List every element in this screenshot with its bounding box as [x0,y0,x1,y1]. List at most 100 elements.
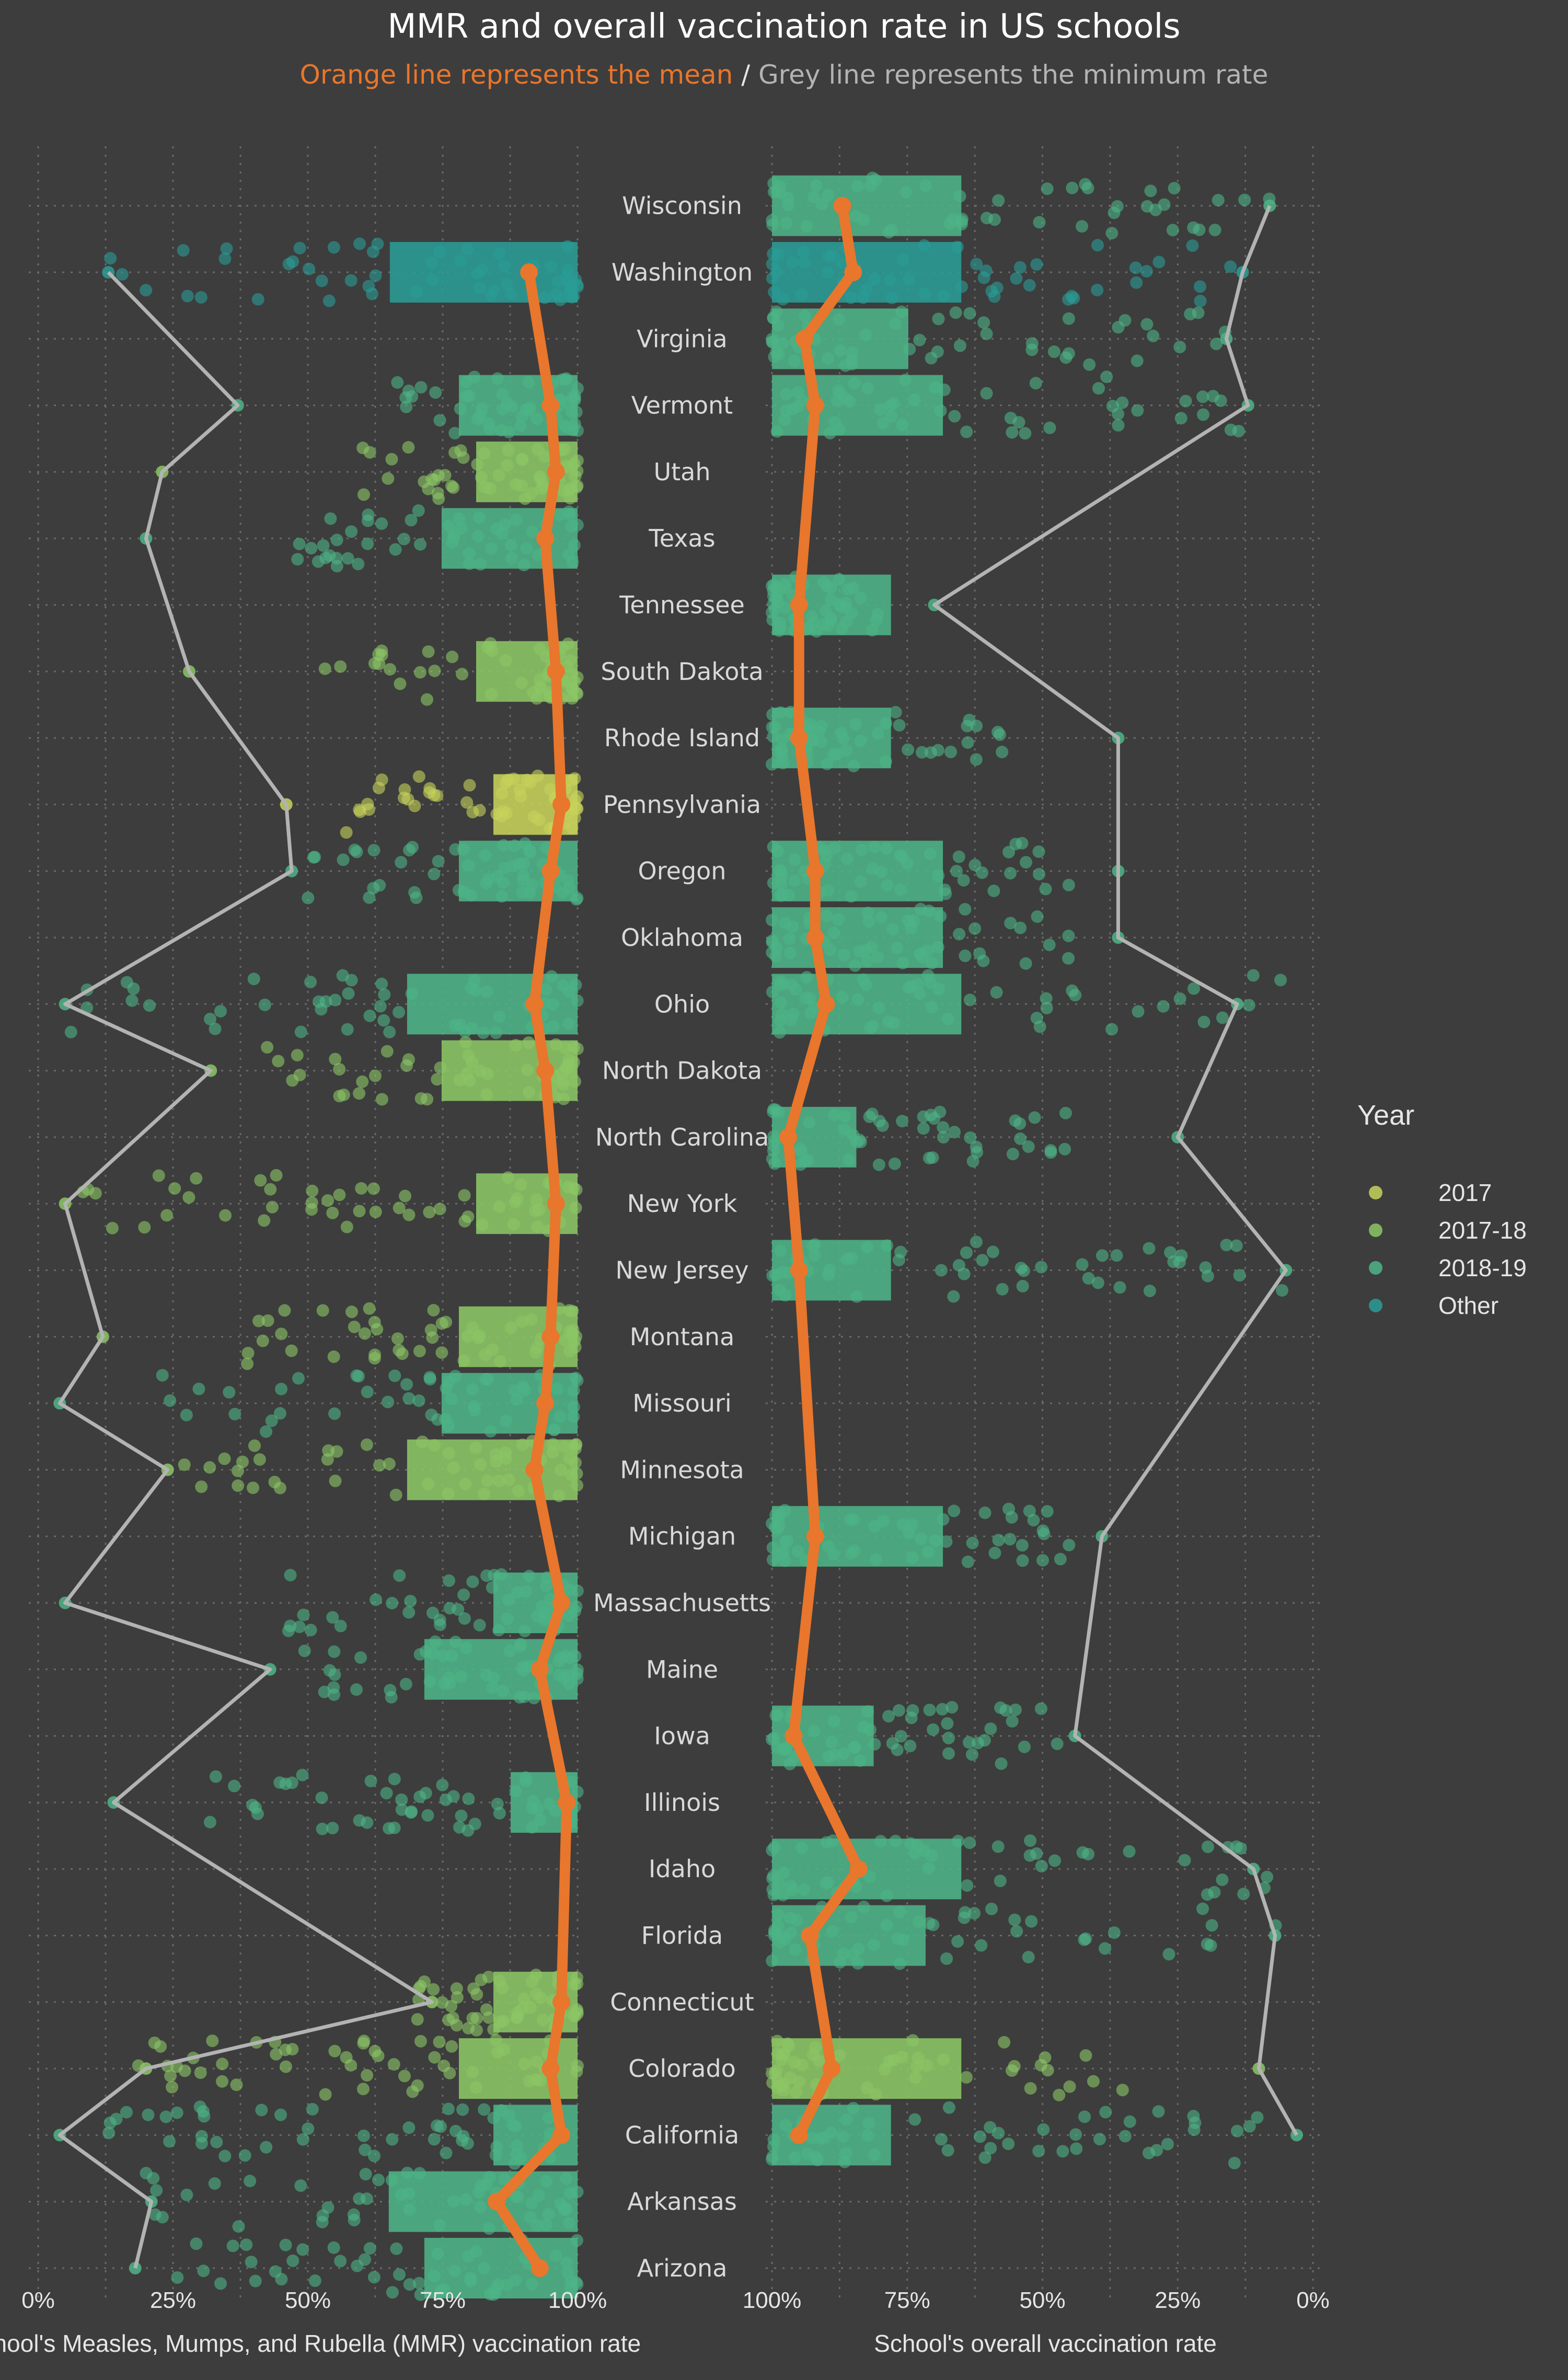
right-point [966,1536,979,1550]
left-point [220,242,233,255]
left-point [463,547,476,560]
left-point [394,677,407,690]
left-mean-point [488,2192,506,2211]
left-point [522,1036,535,1049]
left-point [204,1012,217,1025]
left-point [557,979,570,992]
left-point [503,1645,516,1658]
right-point [1030,258,1043,271]
left-point [475,471,488,484]
right-point [1196,390,1209,403]
left-point [447,1461,460,1474]
right-point [1193,223,1206,236]
right-point [888,1157,901,1170]
left-point [150,2184,163,2197]
left-point [486,1681,499,1694]
right-point [1004,917,1017,930]
right-point [788,354,801,367]
right-point [894,1730,907,1743]
left-point [138,1221,151,1234]
left-point [293,1620,306,1633]
right-point [942,1731,955,1744]
left-point [423,782,436,795]
left-point [312,555,325,568]
left-point [274,2108,287,2121]
left-point [368,657,381,670]
left-point [485,542,498,555]
left-point [549,287,562,301]
right-point [848,377,861,390]
left-point [497,839,510,852]
state-label: Illinois [644,1788,720,1817]
right-point [871,608,884,621]
left-point [567,1182,580,1195]
right-point [1012,416,1025,429]
right-point [973,947,986,960]
right-point [1091,1276,1104,1289]
left-point [412,504,425,517]
right-minimum-line [932,205,1298,2136]
left-point [413,2167,426,2180]
left-point [422,1477,435,1491]
left-point [465,1022,478,1035]
left-point [251,1807,264,1820]
right-point [906,1551,919,1564]
right-point [838,1123,851,1136]
left-point [425,472,439,486]
left-point [562,1017,575,1030]
right-point [1041,1505,1054,1518]
left-point [499,1452,512,1465]
right-point [766,336,779,349]
left-point [403,2203,416,2216]
left-point [329,993,342,1007]
left-point [433,2036,446,2049]
left-point [337,853,350,866]
left-point [559,1334,572,1347]
right-point [905,1712,918,1725]
right-point [1018,1740,1031,1753]
left-point [413,538,426,551]
right-point [1006,1715,1019,1728]
left-point [163,2135,176,2148]
left-point [352,558,365,571]
left-point [258,1214,271,1227]
right-point [1029,377,1042,390]
right-point [772,348,785,361]
left-point [423,1675,436,1688]
left-point [495,890,509,903]
left-point [460,1642,473,1655]
left-mean-point [520,263,538,281]
left-point [535,482,548,495]
left-point [371,237,384,250]
right-point [950,864,963,877]
left-point [383,1458,396,1471]
left-point [414,381,428,394]
right-point [850,1290,863,1303]
right-point [781,2037,794,2050]
left-point [428,2269,441,2282]
left-point [459,1477,472,1491]
right-point [838,2155,851,2168]
right-point [992,194,1005,207]
left-point [453,512,466,525]
right-point [1201,1937,1214,1950]
left-point [564,1468,578,1481]
left-point [337,1088,350,1101]
left-point [489,1448,502,1461]
state-label: Missouri [632,1389,731,1417]
right-point [991,1840,1005,1853]
right-point [766,1844,779,1857]
right-x-tick-label: 25% [1155,2287,1201,2313]
right-point [934,910,947,923]
right-point [1143,1242,1156,1255]
state-label: Pennsylvania [603,790,761,818]
left-point [333,1188,346,1201]
left-point [490,1026,503,1039]
right-point [990,986,1003,999]
left-point [120,2106,133,2119]
left-point [254,1174,267,1187]
left-point [493,1200,506,1213]
right-point [854,875,867,888]
right-point [876,1119,889,1132]
right-point [952,1834,965,1847]
